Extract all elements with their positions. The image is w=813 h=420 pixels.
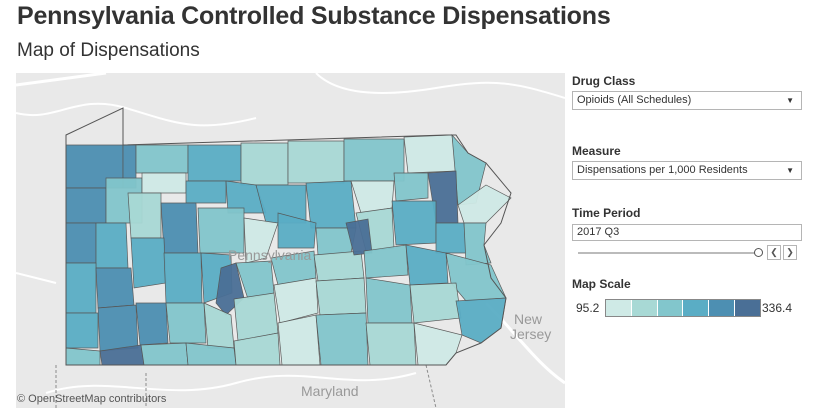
page-title: Pennsylvania Controlled Substance Dispen… xyxy=(17,2,611,30)
map-scale-label: Map Scale xyxy=(572,277,631,291)
dropdown-arrow-icon: ▼ xyxy=(786,166,794,175)
county-region[interactable] xyxy=(305,180,357,229)
scale-swatch xyxy=(709,300,736,316)
map-scale-legend: 95.2 336.4 xyxy=(572,298,800,318)
county-region[interactable] xyxy=(165,302,207,344)
county-region[interactable] xyxy=(393,172,429,202)
county-region[interactable] xyxy=(65,262,97,314)
map-label-maryland: Maryland xyxy=(301,383,359,399)
county-region[interactable] xyxy=(350,180,395,214)
state-border-line xyxy=(55,364,437,408)
scale-swatch xyxy=(683,300,710,316)
county-region[interactable] xyxy=(95,222,129,269)
time-period-label: Time Period xyxy=(572,206,641,220)
county-region[interactable] xyxy=(65,347,101,366)
county-region[interactable] xyxy=(65,222,97,264)
time-period-input[interactable]: 2017 Q3 xyxy=(572,224,802,241)
county-region[interactable] xyxy=(240,142,289,186)
county-region[interactable] xyxy=(95,267,135,309)
slider-track[interactable] xyxy=(578,252,759,254)
drug-class-select[interactable]: Opioids (All Schedules) ▼ xyxy=(572,91,802,110)
county-region[interactable] xyxy=(135,144,189,174)
osm-attribution[interactable]: © OpenStreetMap contributors xyxy=(17,393,167,405)
county-region[interactable] xyxy=(409,282,462,324)
drug-class-label: Drug Class xyxy=(572,74,636,88)
measure-label: Measure xyxy=(572,144,621,158)
county-region[interactable] xyxy=(243,217,279,264)
county-region[interactable] xyxy=(457,184,512,224)
county-region[interactable] xyxy=(273,277,319,324)
county-region[interactable] xyxy=(185,180,227,204)
filter-panel: Drug Class Opioids (All Schedules) ▼ Mea… xyxy=(572,74,802,318)
scale-swatches xyxy=(605,299,761,317)
county-region[interactable] xyxy=(135,302,169,346)
county-region[interactable] xyxy=(233,292,279,342)
measure-select[interactable]: Dispensations per 1,000 Residents ▼ xyxy=(572,161,802,180)
county-region[interactable] xyxy=(197,207,245,254)
county-region[interactable] xyxy=(455,297,507,344)
county-region[interactable] xyxy=(365,322,417,366)
map-label-pennsylvania: Pennsylvania xyxy=(228,247,312,263)
measure-value: Dispensations per 1,000 Residents xyxy=(577,164,748,176)
scale-swatch xyxy=(735,300,760,316)
scale-max-value: 336.4 xyxy=(762,301,793,315)
county-region[interactable] xyxy=(163,252,203,304)
county-region[interactable] xyxy=(65,187,107,224)
scale-swatch xyxy=(657,300,684,316)
map-label-jersey: Jersey xyxy=(510,326,552,342)
chevron-left-icon[interactable]: ❮ xyxy=(767,245,781,260)
scale-swatch xyxy=(631,300,658,316)
county-region[interactable] xyxy=(413,322,463,366)
county-region[interactable] xyxy=(435,222,467,254)
county-region[interactable] xyxy=(187,144,242,182)
county-region[interactable] xyxy=(97,304,139,352)
time-period-slider[interactable]: ❮ ❯ xyxy=(572,245,800,261)
county-region[interactable] xyxy=(160,202,199,254)
scale-min-value: 95.2 xyxy=(576,301,600,315)
slider-thumb[interactable] xyxy=(754,248,763,257)
dispensation-map[interactable]: Pennsylvania Maryland New Jersey © OpenS… xyxy=(16,73,565,408)
map-label-new: New xyxy=(514,311,543,327)
dropdown-arrow-icon: ▼ xyxy=(786,96,794,105)
map-canvas[interactable] xyxy=(16,73,565,408)
county-region[interactable] xyxy=(130,237,167,289)
county-polygons[interactable] xyxy=(65,133,512,366)
drug-class-value: Opioids (All Schedules) xyxy=(577,94,692,106)
county-region[interactable] xyxy=(141,172,187,194)
scale-swatch xyxy=(606,300,632,316)
county-region[interactable] xyxy=(140,342,189,366)
county-region[interactable] xyxy=(363,244,409,279)
chevron-right-icon[interactable]: ❯ xyxy=(783,245,797,260)
county-region[interactable] xyxy=(277,314,321,366)
county-region[interactable] xyxy=(403,134,457,174)
county-region[interactable] xyxy=(277,212,317,249)
county-region[interactable] xyxy=(315,277,367,316)
county-region[interactable] xyxy=(365,277,413,324)
county-region[interactable] xyxy=(65,312,99,349)
county-region[interactable] xyxy=(315,312,369,366)
county-region[interactable] xyxy=(391,200,437,246)
page-subtitle: Map of Dispensations xyxy=(17,40,200,61)
county-region[interactable] xyxy=(313,250,365,282)
county-region[interactable] xyxy=(127,192,162,239)
pennsylvania-outline xyxy=(65,107,512,366)
county-region[interactable] xyxy=(287,140,345,184)
